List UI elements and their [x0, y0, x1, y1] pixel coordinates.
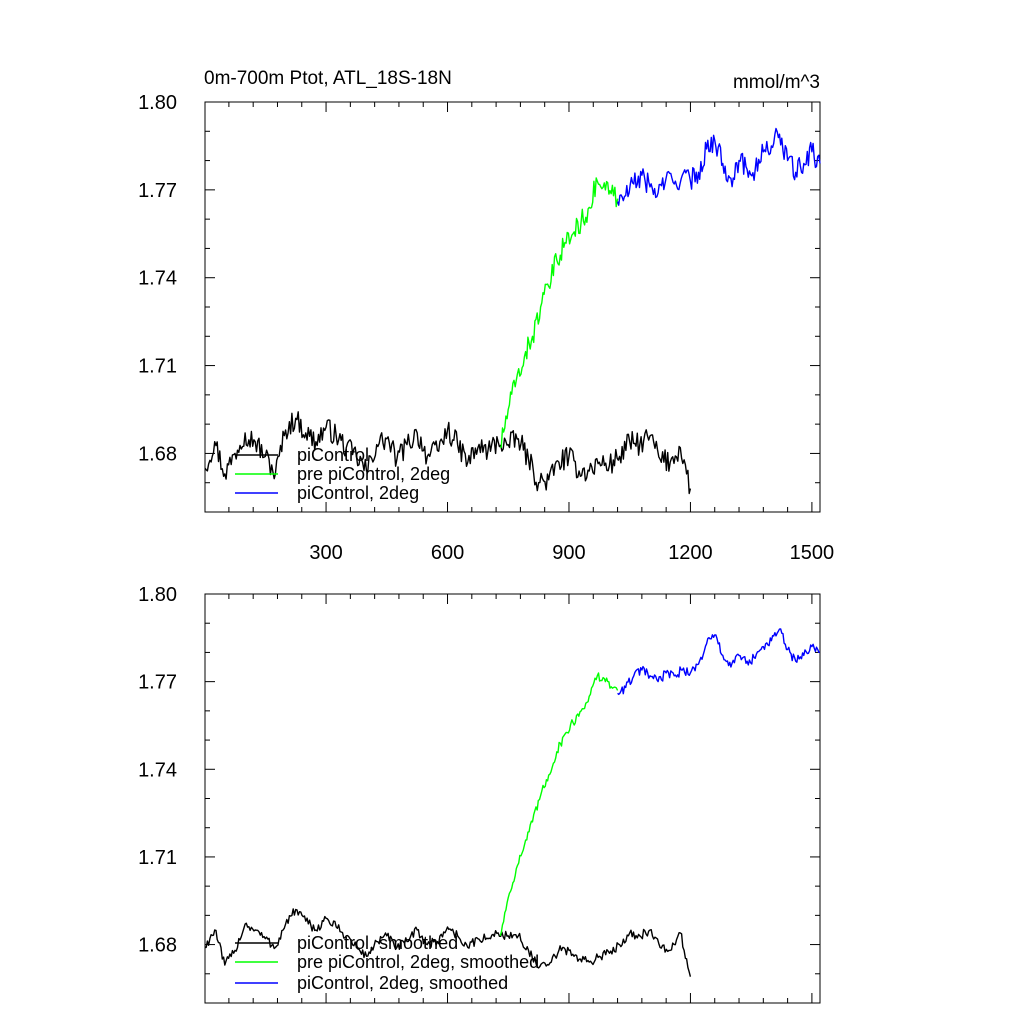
y-tick-label: 1.74: [138, 759, 177, 781]
y-tick-label: 1.77: [138, 180, 177, 202]
legend-label: piControl: [297, 445, 369, 465]
y-tick-label: 1.68: [138, 935, 177, 957]
legend-label: piControl, smoothed: [297, 933, 458, 953]
series-line: [616, 127, 821, 206]
units-label: mmol/m^3: [733, 72, 820, 93]
x-tick-label: 600: [431, 542, 464, 564]
series-line: [204, 908, 692, 977]
y-tick-label: 1.80: [138, 92, 177, 114]
y-tick-label: 1.68: [138, 443, 177, 465]
y-tick-label: 1.71: [138, 356, 177, 378]
series-line: [204, 411, 692, 495]
y-tick-label: 1.74: [138, 268, 177, 290]
legend-label: pre piControl, 2deg: [297, 464, 450, 484]
x-tick-label: 1500: [790, 542, 835, 564]
panel-top: 0m-700m Ptot, ATL_18S-18N mmol/m^3 1.68 1…: [138, 68, 834, 564]
legend-label: piControl, 2deg, smoothed: [297, 973, 508, 993]
x-tick-label: 900: [552, 542, 585, 564]
y-tick-label: 1.71: [138, 847, 177, 869]
legend-label: piControl, 2deg: [297, 483, 419, 503]
x-tick-label: 300: [309, 542, 342, 564]
y-tick-label: 1.80: [138, 584, 177, 606]
chart-title: 0m-700m Ptot, ATL_18S-18N: [204, 68, 452, 89]
series-line: [499, 672, 619, 937]
series-line: [499, 177, 619, 449]
series-line: [617, 628, 821, 696]
y-tick-label: 1.77: [138, 672, 177, 694]
legend-label: pre piControl, 2deg, smoothed: [297, 952, 539, 972]
x-tick-label: 1200: [668, 542, 713, 564]
